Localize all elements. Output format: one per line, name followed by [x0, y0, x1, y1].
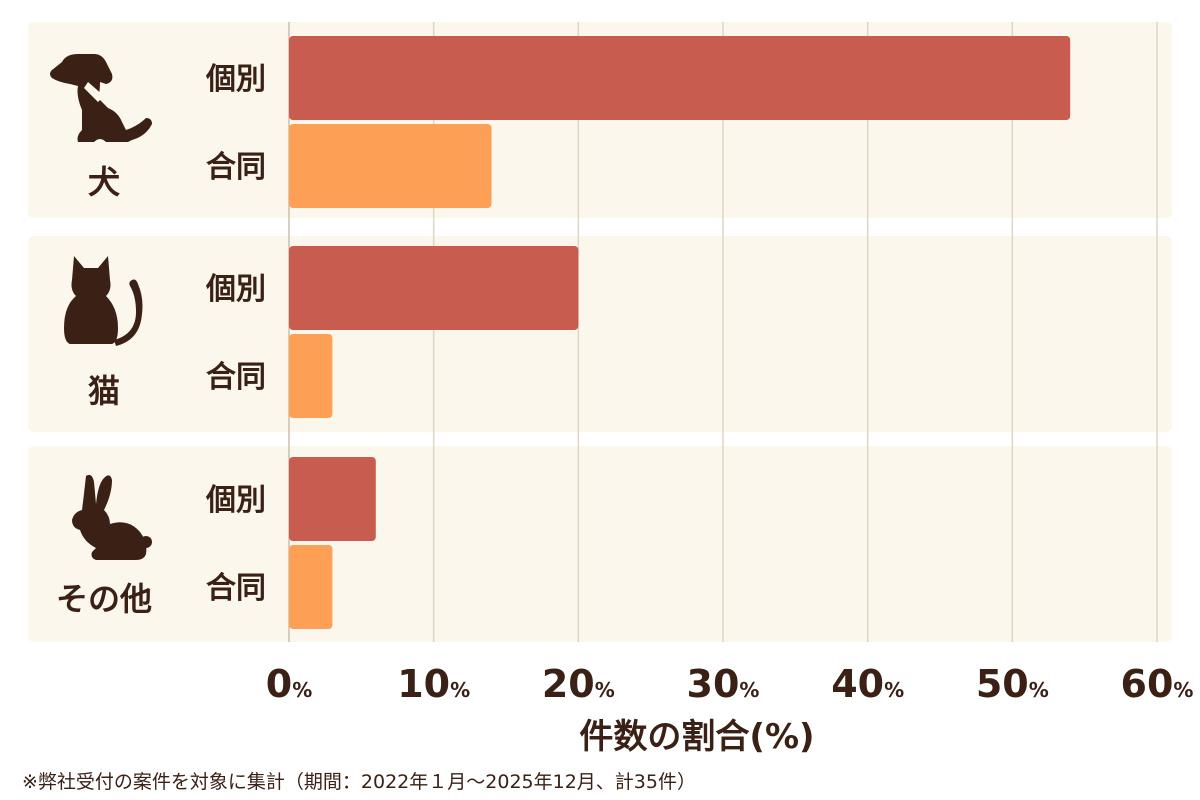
x-tick-label: 20% — [542, 662, 615, 706]
group-band-other — [28, 446, 1172, 642]
group-label-other: その他 — [56, 580, 152, 618]
group-band-cat — [28, 236, 1172, 432]
group-label-dog: 犬 — [88, 163, 120, 201]
footnote: ※弊社受付の案件を対象に集計（期間：2022年１月～2025年12月、計35件） — [22, 771, 696, 793]
bar-dog-individual — [289, 36, 1071, 120]
rabbit-icon — [72, 474, 152, 560]
x-tick-label: 60% — [1121, 662, 1194, 706]
bar-other-individual — [289, 457, 376, 541]
x-axis-ticks: 0% 10% 20% 30% 40% 50% 60% — [266, 662, 1194, 706]
x-tick-label: 0% — [266, 662, 313, 706]
bar-cat-joint — [289, 334, 333, 418]
dog-icon — [50, 54, 152, 142]
row-label: 個別 — [205, 62, 266, 97]
cat-icon — [64, 256, 143, 346]
row-label: 合同 — [206, 150, 266, 185]
x-tick-label: 50% — [976, 662, 1049, 706]
x-tick-label: 10% — [397, 662, 470, 706]
bar-cat-individual — [289, 246, 579, 330]
bars — [289, 36, 1071, 629]
row-label: 個別 — [205, 483, 266, 518]
x-tick-label: 30% — [687, 662, 760, 706]
x-axis-label: 件数の割合(%) — [579, 717, 814, 757]
bar-other-joint — [289, 545, 333, 629]
group-label-cat: 猫 — [88, 372, 120, 410]
x-tick-label: 40% — [831, 662, 904, 706]
bar-dog-joint — [289, 124, 492, 208]
row-label: 合同 — [206, 571, 266, 606]
row-label: 個別 — [205, 272, 266, 307]
row-label: 合同 — [206, 360, 266, 395]
